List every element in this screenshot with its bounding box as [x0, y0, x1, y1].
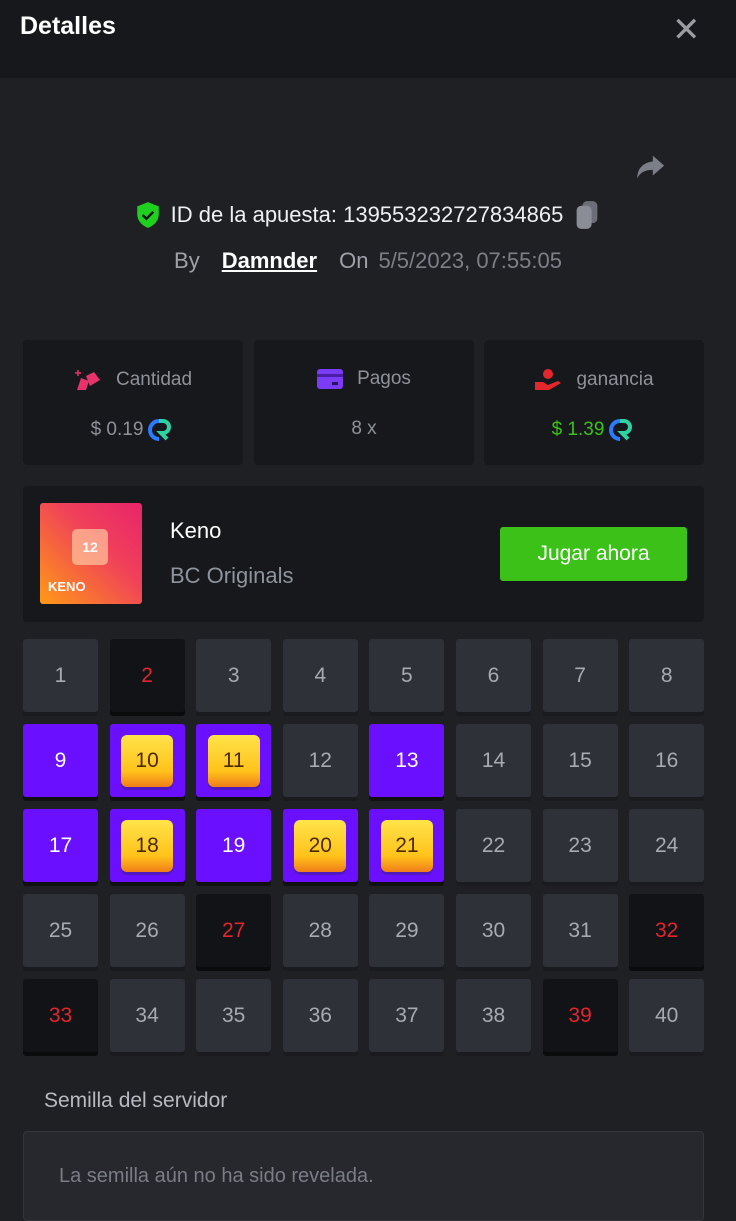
keno-cell[interactable]: 30 [456, 894, 531, 967]
keno-cell-selected[interactable]: 13 [369, 724, 445, 797]
card-icon [317, 369, 344, 389]
by-label: By [174, 248, 200, 273]
keno-cell[interactable]: 7 [542, 639, 618, 712]
keno-cell[interactable]: 14 [456, 724, 531, 797]
keno-thumbnail[interactable]: 12 KENO [40, 503, 142, 604]
keno-cell-selected[interactable]: 19 [196, 809, 272, 882]
keno-cell[interactable]: 6 [456, 639, 531, 712]
stat-value: 8 x [351, 418, 377, 439]
gem-icon: 21 [380, 819, 433, 872]
keno-cell[interactable]: 8 [629, 639, 705, 712]
copy-icon[interactable] [573, 200, 601, 230]
game-provider: BC Originals [170, 563, 294, 588]
play-now-button[interactable]: Jugar ahora [500, 527, 687, 581]
hand-coin-icon [535, 369, 562, 390]
keno-cell[interactable]: 37 [369, 979, 445, 1052]
server-seed-label: Semilla del servidor [44, 1089, 228, 1112]
keno-cell[interactable]: 16 [629, 724, 705, 797]
keno-cell[interactable]: 25 [23, 894, 98, 967]
keno-cell-drawn[interactable]: 32 [629, 894, 705, 967]
user-link[interactable]: Damnder [221, 248, 318, 273]
keno-cell[interactable]: 28 [282, 894, 358, 967]
keno-cell[interactable]: 3 [196, 639, 272, 712]
gem-icon: 18 [121, 819, 174, 872]
thumb-number: 12 [72, 529, 108, 565]
keno-cell[interactable]: 34 [109, 979, 185, 1052]
stat-label: Cantidad [115, 369, 193, 390]
coin-icon [609, 419, 633, 441]
keno-cell[interactable]: 26 [109, 894, 185, 967]
close-icon[interactable]: ✕ [672, 11, 701, 49]
bet-id-row: ID de la apuesta: 139553232727834865 [0, 200, 736, 230]
keno-cell-drawn[interactable]: 33 [23, 979, 98, 1052]
bag-icon [74, 370, 100, 390]
keno-cell-hit[interactable]: 10 [109, 724, 185, 797]
coin-icon [148, 419, 172, 441]
share-icon[interactable] [632, 150, 668, 184]
keno-cell[interactable]: 5 [369, 639, 445, 712]
keno-cell-hit[interactable]: 20 [282, 809, 358, 882]
keno-cell-drawn[interactable]: 39 [542, 979, 618, 1052]
keno-cell[interactable]: 4 [282, 639, 358, 712]
on-label: On [339, 248, 369, 273]
gem-icon: 11 [207, 734, 260, 787]
keno-cell-selected[interactable]: 9 [23, 724, 98, 797]
keno-cell[interactable]: 31 [542, 894, 618, 967]
stat-label: Pagos [357, 368, 411, 389]
thumb-logo: KENO [48, 579, 86, 594]
keno-cell[interactable]: 35 [196, 979, 272, 1052]
keno-cell[interactable]: 38 [456, 979, 531, 1052]
keno-cell[interactable]: 12 [282, 724, 358, 797]
server-seed-field[interactable]: La semilla aún no ha sido revelada. [23, 1131, 704, 1221]
stat-value: $ 0.19 [90, 419, 144, 440]
keno-cell-drawn[interactable]: 27 [196, 894, 272, 967]
header: Detalles ✕ [0, 0, 736, 78]
game-card: 12 KENO Keno BC Originals Jugar ahora [23, 486, 704, 622]
keno-cell-hit[interactable]: 11 [196, 724, 272, 797]
keno-cell[interactable]: 22 [456, 809, 531, 882]
bet-id: ID de la apuesta: 139553232727834865 [170, 202, 564, 227]
verified-shield-icon [136, 202, 159, 228]
stat-ganancia: ganancia $ 1.39 [484, 340, 704, 465]
keno-cell-hit[interactable]: 18 [109, 809, 185, 882]
stat-pagos: Pagos 8 x [254, 340, 474, 465]
stat-value: $ 1.39 [551, 419, 605, 440]
server-seed-value: La semilla aún no ha sido revelada. [59, 1165, 374, 1187]
bet-date: 5/5/2023, 07:55:05 [378, 248, 562, 273]
keno-cell[interactable]: 15 [542, 724, 618, 797]
stat-cantidad: Cantidad $ 0.19 [23, 340, 243, 465]
stat-label: ganancia [576, 369, 654, 390]
keno-cell[interactable]: 29 [369, 894, 445, 967]
keno-cell[interactable]: 40 [629, 979, 705, 1052]
gem-icon: 10 [121, 734, 174, 787]
keno-cell-selected[interactable]: 17 [23, 809, 98, 882]
keno-cell-drawn[interactable]: 2 [109, 639, 185, 712]
keno-cell-hit[interactable]: 21 [369, 809, 445, 882]
page-title: Detalles [20, 12, 116, 40]
game-name: Keno [170, 518, 222, 543]
keno-cell[interactable]: 23 [542, 809, 618, 882]
keno-cell[interactable]: 1 [23, 639, 98, 712]
bet-meta: By Damnder On 5/5/2023, 07:55:05 [0, 248, 736, 274]
keno-cell[interactable]: 24 [629, 809, 705, 882]
keno-cell[interactable]: 36 [282, 979, 358, 1052]
gem-icon: 20 [294, 819, 347, 872]
